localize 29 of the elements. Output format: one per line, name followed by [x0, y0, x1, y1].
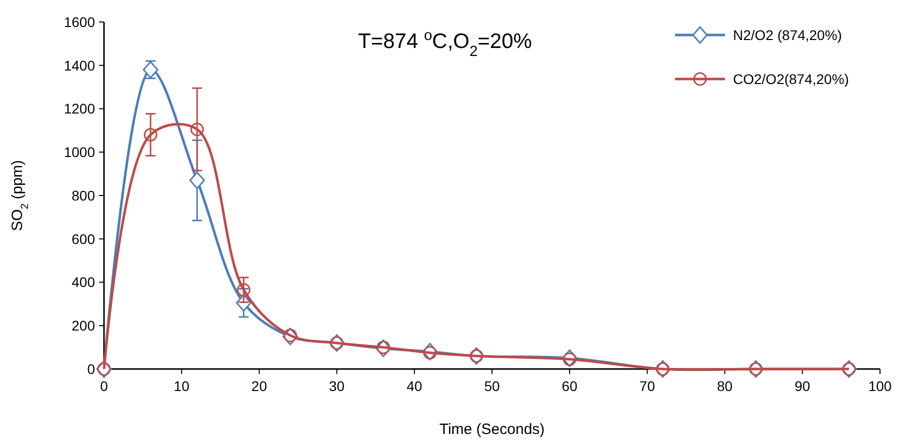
x-tick-label: 60: [562, 378, 578, 394]
y-tick-label: 200: [72, 318, 96, 334]
point: [144, 128, 158, 142]
y-tick-label: 0: [87, 360, 96, 377]
point: [189, 172, 205, 190]
x-tick-label: 20: [251, 378, 268, 394]
y-tick-label: 1600: [64, 14, 96, 30]
x-tick-label: 10: [174, 378, 190, 394]
y-tick-label: 400: [72, 274, 96, 290]
y-tick-label: 1200: [64, 100, 96, 117]
y-tick-label: 1000: [64, 144, 96, 160]
point: [562, 352, 576, 366]
x-tick-label: 70: [639, 378, 656, 394]
x-axis-title: Time (Seconds): [439, 421, 545, 438]
x-tick-label: 100: [868, 378, 892, 394]
x-tick-label: 30: [329, 378, 345, 394]
x-tick-label: 40: [406, 378, 422, 394]
y-tick-label: 1400: [64, 57, 96, 74]
text: T=874 $^{o}$C,O$_{2}$=20%: [358, 28, 532, 60]
y-tick-label: 600: [72, 230, 96, 247]
point: [236, 283, 250, 297]
x-tick-label: 50: [484, 378, 500, 394]
y-tick-label: 800: [72, 187, 96, 204]
point: [190, 122, 204, 136]
x-tick-label: 0: [100, 378, 108, 394]
legend-label: N2/O2 (874,20%): [733, 26, 842, 43]
legend-label: CO2/O2(874,20%): [733, 70, 849, 87]
x-tick-label: 80: [717, 378, 733, 394]
x-tick-label: 90: [794, 378, 810, 394]
